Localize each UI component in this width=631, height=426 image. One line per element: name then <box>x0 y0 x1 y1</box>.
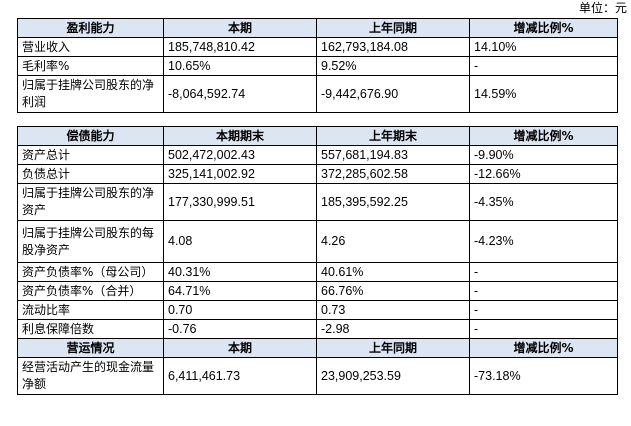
cell-current: 64.71% <box>163 281 317 301</box>
cell-prior: 9.52% <box>316 56 470 76</box>
cell-prior: -9,442,676.90 <box>316 75 470 113</box>
row-label: 利息保障倍数 <box>17 319 164 339</box>
table-row: 利息保障倍数 -0.76 -2.98 - <box>17 319 618 339</box>
cell-current: -0.76 <box>163 319 317 339</box>
cell-prior: 0.73 <box>316 300 470 320</box>
cell-change: - <box>469 300 618 320</box>
table-header-row: 盈利能力 本期 上年同期 增减比例% <box>17 18 618 38</box>
cell-current: 502,472,002.43 <box>163 145 317 165</box>
cell-prior: 162,793,184.08 <box>316 37 470 57</box>
cell-change: - <box>469 319 618 339</box>
unit-label: 单位：元 <box>578 1 627 15</box>
row-label: 归属于挂牌公司股东的净利润 <box>17 75 164 113</box>
cell-change: -4.23% <box>469 220 618 263</box>
table-row: 资产负债率%（母公司） 40.31% 40.61% - <box>17 262 618 282</box>
cell-current: 325,141,002.92 <box>163 164 317 184</box>
row-label: 归属于挂牌公司股东的净资产 <box>17 183 164 221</box>
cell-prior: 557,681,194.83 <box>316 145 470 165</box>
cell-current: -8,064,592.74 <box>163 75 317 113</box>
row-label: 流动比率 <box>17 300 164 320</box>
header-change: 增减比例% <box>469 338 618 358</box>
table-row: 资产负债率%（合并） 64.71% 66.76% - <box>17 281 618 301</box>
solvency-operations-table: 偿债能力 本期期末 上年期末 增减比例% 资产总计 502,472,002.43… <box>17 126 618 395</box>
cell-current: 4.08 <box>163 220 317 263</box>
table-row: 毛利率% 10.65% 9.52% - <box>17 56 618 76</box>
table-header-row: 偿债能力 本期期末 上年期末 增减比例% <box>17 126 618 146</box>
cell-prior: 40.61% <box>316 262 470 282</box>
header-category: 偿债能力 <box>17 126 164 146</box>
table-row: 流动比率 0.70 0.73 - <box>17 300 618 320</box>
cell-prior: 23,909,253.59 <box>316 357 470 395</box>
header-prior: 上年同期 <box>316 338 470 358</box>
cell-current: 6,411,461.73 <box>163 357 317 395</box>
row-label: 经营活动产生的现金流量净额 <box>17 357 164 395</box>
cell-prior: -2.98 <box>316 319 470 339</box>
row-label: 归属于挂牌公司股东的每股净资产 <box>17 220 164 263</box>
cell-change: - <box>469 56 618 76</box>
row-label: 资产总计 <box>17 145 164 165</box>
cell-change: 14.59% <box>469 75 618 113</box>
header-change: 增减比例% <box>469 18 618 38</box>
cell-change: -12.66% <box>469 164 618 184</box>
cell-prior: 185,395,592.25 <box>316 183 470 221</box>
table-row: 归属于挂牌公司股东的净资产 177,330,999.51 185,395,592… <box>17 183 618 221</box>
row-label: 毛利率% <box>17 56 164 76</box>
cell-change: -9.90% <box>469 145 618 165</box>
header-category: 盈利能力 <box>17 18 164 38</box>
cell-prior: 372,285,602.58 <box>316 164 470 184</box>
header-prior: 上年期末 <box>316 126 470 146</box>
table-row: 资产总计 502,472,002.43 557,681,194.83 -9.90… <box>17 145 618 165</box>
table-header-row: 营运情况 本期 上年同期 增减比例% <box>17 338 618 358</box>
header-category: 营运情况 <box>17 338 164 358</box>
row-label: 负债总计 <box>17 164 164 184</box>
row-label: 资产负债率%（合并） <box>17 281 164 301</box>
cell-change: - <box>469 281 618 301</box>
header-prior: 上年同期 <box>316 18 470 38</box>
table-row: 归属于挂牌公司股东的净利润 -8,064,592.74 -9,442,676.9… <box>17 75 618 113</box>
profitability-table: 盈利能力 本期 上年同期 增减比例% 营业收入 185,748,810.42 1… <box>17 18 618 113</box>
cell-change: - <box>469 262 618 282</box>
cell-change: 14.10% <box>469 37 618 57</box>
cell-current: 185,748,810.42 <box>163 37 317 57</box>
cell-prior: 4.26 <box>316 220 470 263</box>
table-row: 经营活动产生的现金流量净额 6,411,461.73 23,909,253.59… <box>17 357 618 395</box>
cell-current: 40.31% <box>163 262 317 282</box>
header-change: 增减比例% <box>469 126 618 146</box>
cell-change: -4.35% <box>469 183 618 221</box>
cell-prior: 66.76% <box>316 281 470 301</box>
row-label: 营业收入 <box>17 37 164 57</box>
header-current: 本期 <box>163 338 317 358</box>
cell-current: 177,330,999.51 <box>163 183 317 221</box>
cell-change: -73.18% <box>469 357 618 395</box>
header-current: 本期期末 <box>163 126 317 146</box>
cell-current: 0.70 <box>163 300 317 320</box>
table-row: 负债总计 325,141,002.92 372,285,602.58 -12.6… <box>17 164 618 184</box>
table-row: 归属于挂牌公司股东的每股净资产 4.08 4.26 -4.23% <box>17 220 618 263</box>
cell-current: 10.65% <box>163 56 317 76</box>
table-row: 营业收入 185,748,810.42 162,793,184.08 14.10… <box>17 37 618 57</box>
row-label: 资产负债率%（母公司） <box>17 262 164 282</box>
header-current: 本期 <box>163 18 317 38</box>
